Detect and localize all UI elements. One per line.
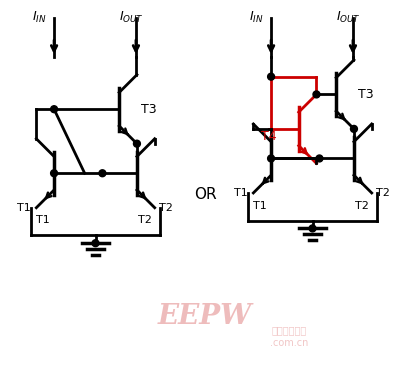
- Circle shape: [312, 91, 319, 98]
- Circle shape: [92, 240, 99, 247]
- Circle shape: [267, 155, 274, 162]
- Circle shape: [350, 125, 357, 132]
- Text: T1: T1: [16, 203, 30, 213]
- Text: T3: T3: [357, 88, 373, 101]
- Text: T1: T1: [253, 201, 266, 211]
- Text: T2: T2: [375, 188, 389, 198]
- Circle shape: [99, 170, 106, 177]
- Text: $I_{IN}$: $I_{IN}$: [32, 9, 47, 25]
- Circle shape: [315, 155, 322, 162]
- Text: EEPW: EEPW: [157, 302, 252, 330]
- Text: 电子产品世界: 电子产品世界: [271, 325, 306, 335]
- Text: $I_{IN}$: $I_{IN}$: [249, 9, 263, 25]
- Text: T2: T2: [354, 201, 368, 211]
- Text: T1: T1: [233, 188, 247, 198]
- Text: T4: T4: [261, 130, 276, 143]
- Circle shape: [267, 73, 274, 80]
- Text: $I_{OUT}$: $I_{OUT}$: [119, 9, 144, 25]
- Text: T3: T3: [141, 103, 156, 116]
- Text: T2: T2: [158, 203, 172, 213]
- Text: OR: OR: [193, 188, 216, 202]
- Circle shape: [133, 140, 140, 147]
- Circle shape: [308, 225, 315, 232]
- Text: .com.cn: .com.cn: [269, 338, 307, 348]
- Text: T2: T2: [137, 216, 151, 226]
- Circle shape: [50, 170, 57, 177]
- Circle shape: [50, 106, 57, 113]
- Text: $I_{OUT}$: $I_{OUT}$: [335, 9, 360, 25]
- Text: T1: T1: [36, 216, 50, 226]
